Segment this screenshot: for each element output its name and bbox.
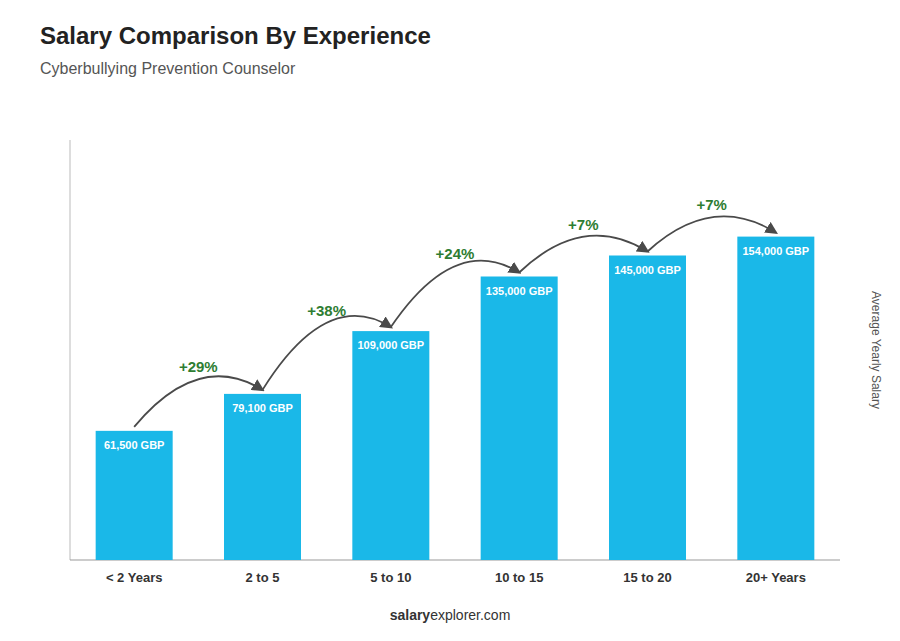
bar bbox=[96, 431, 173, 560]
annotation: +29% bbox=[179, 358, 218, 375]
data-label: 145,000 GBP bbox=[614, 264, 681, 276]
y-axis-line bbox=[70, 140, 71, 560]
subtitle: Cyberbullying Prevention Counselor bbox=[40, 60, 296, 77]
footer-part: explorer.com bbox=[430, 607, 510, 623]
x-tick-label: 15 to 20 bbox=[623, 570, 671, 585]
annotation: +7% bbox=[696, 196, 726, 213]
bar bbox=[609, 256, 686, 561]
change-arrow bbox=[391, 261, 519, 327]
title: Salary Comparison By Experience bbox=[40, 22, 431, 49]
x-axis-line bbox=[70, 560, 840, 561]
data-label: 109,000 GBP bbox=[358, 339, 425, 351]
y-axis-label: Average Yearly Salary bbox=[869, 291, 883, 409]
bar bbox=[481, 277, 558, 561]
x-tick-label: 10 to 15 bbox=[495, 570, 543, 585]
change-arrow bbox=[648, 216, 776, 251]
bar bbox=[737, 237, 814, 560]
x-tick-label: < 2 Years bbox=[106, 570, 163, 585]
footer-part: salary bbox=[390, 607, 431, 623]
bar bbox=[352, 331, 429, 560]
footer: salaryexplorer.com bbox=[390, 607, 511, 623]
data-label: 79,100 GBP bbox=[232, 402, 293, 414]
change-arrow bbox=[134, 376, 262, 427]
change-arrow bbox=[519, 236, 647, 273]
change-arrow bbox=[263, 316, 391, 390]
x-tick-label: 2 to 5 bbox=[246, 570, 280, 585]
data-label: 135,000 GBP bbox=[486, 285, 553, 297]
chart: Salary Comparison By Experience Cyberbull… bbox=[0, 0, 900, 641]
x-tick-label: 20+ Years bbox=[746, 570, 806, 585]
bars bbox=[96, 237, 815, 560]
data-label: 154,000 GBP bbox=[743, 245, 810, 257]
annotation: +7% bbox=[568, 216, 598, 233]
x-tick-label: 5 to 10 bbox=[370, 570, 411, 585]
data-label: 61,500 GBP bbox=[104, 439, 165, 451]
annotation: +38% bbox=[307, 302, 346, 319]
annotation: +24% bbox=[436, 245, 475, 262]
bar bbox=[224, 394, 301, 560]
